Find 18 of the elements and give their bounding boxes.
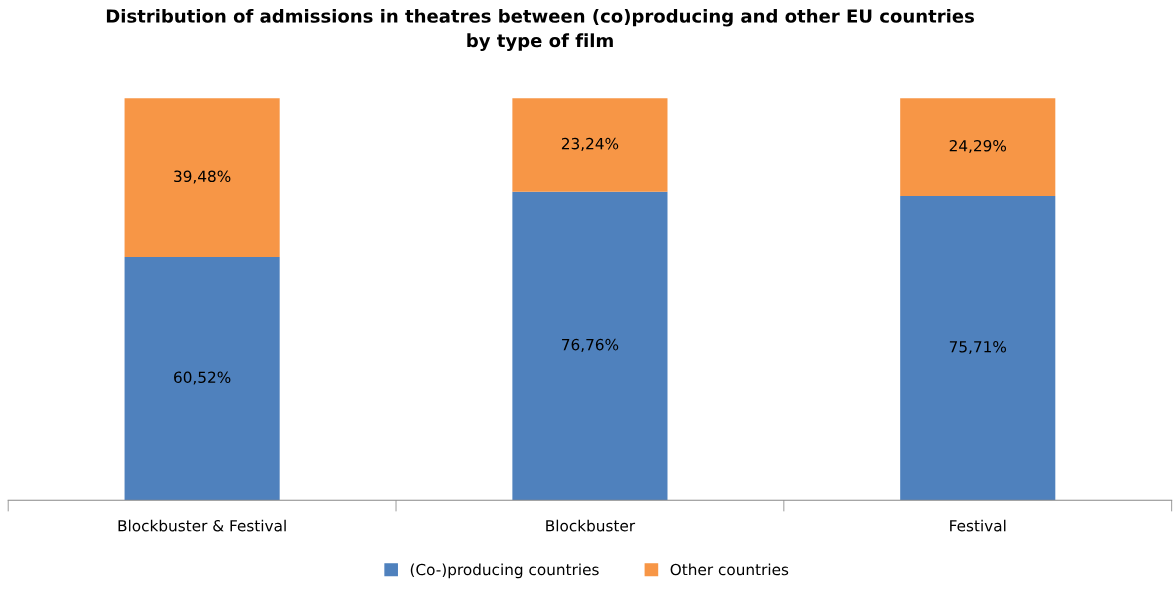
data-label: 76,76% <box>562 338 619 352</box>
chart-title: Distribution of admissions in theatres between (co)producing and other EU countries by type of film <box>106 8 974 51</box>
data-label: 39,48% <box>174 170 231 184</box>
data-label: 60,52% <box>174 371 231 385</box>
bar <box>124 256 280 501</box>
x-tick-label: Festival <box>950 519 1006 532</box>
data-label: 24,29% <box>949 139 1007 154</box>
data-label: 75,71% <box>949 340 1007 355</box>
bar <box>900 195 1056 501</box>
bar <box>512 98 668 192</box>
x-tick-label: Blockbuster & Festival <box>118 519 286 532</box>
bar <box>900 98 1056 196</box>
x-tick-label: Blockbuster <box>546 519 636 532</box>
data-label: 23,24% <box>561 137 619 151</box>
legend-label: (Co-)producing countries <box>410 563 599 579</box>
bar <box>124 98 280 257</box>
legend-label: Other countries <box>670 563 789 576</box>
bar <box>512 191 668 501</box>
